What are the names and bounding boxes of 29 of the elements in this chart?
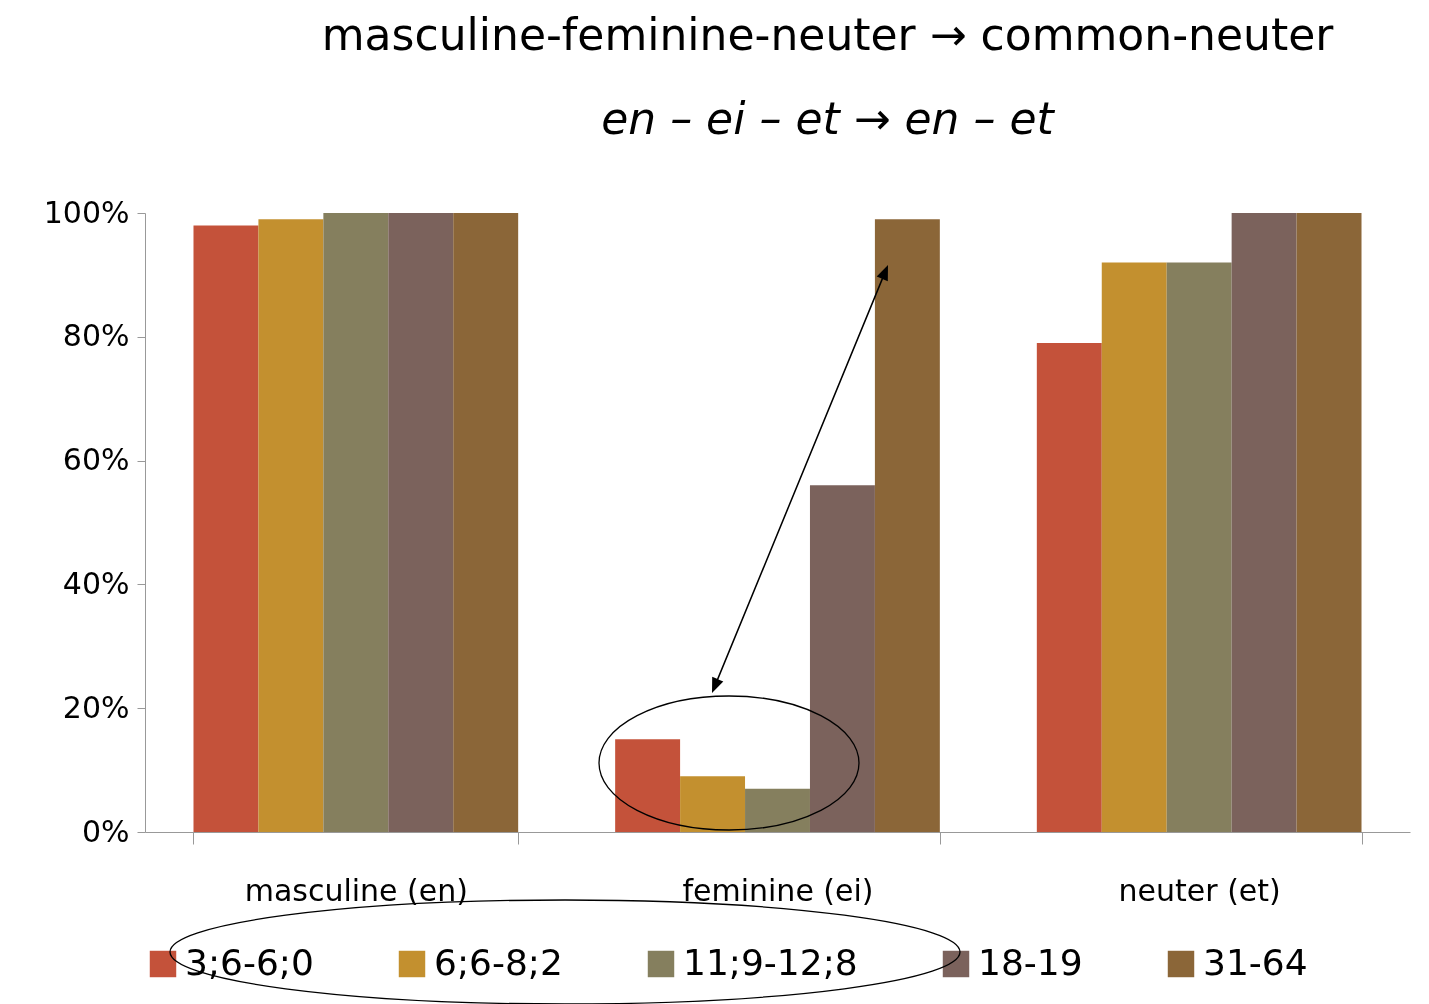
x-tick-label: feminine (ei) <box>682 872 874 908</box>
legend-label: 3;6-6;0 <box>185 942 314 983</box>
y-tick-label: 20% <box>62 689 130 725</box>
y-tick-label: 80% <box>62 318 130 354</box>
x-tick-label: masculine (en) <box>244 872 468 908</box>
bar <box>1101 262 1167 832</box>
x-tick-label: neuter (et) <box>1118 872 1281 908</box>
bar <box>323 213 389 832</box>
bar <box>1296 213 1362 832</box>
bar <box>193 225 259 832</box>
chart-title: masculine-feminine-neuter → common-neuter <box>321 9 1335 60</box>
bar <box>615 739 681 832</box>
bar <box>1036 342 1102 832</box>
chart-subtitle: en – ei – et → en – et <box>601 93 1056 144</box>
bar <box>680 776 746 832</box>
bar <box>745 788 810 832</box>
legend-label: 31-64 <box>1203 942 1308 983</box>
y-tick-label: 40% <box>62 565 130 601</box>
bar <box>388 213 454 832</box>
legend-label: 11;9-12;8 <box>683 942 858 983</box>
y-tick-label: 100% <box>43 194 130 230</box>
legend-label: 18-19 <box>978 942 1083 983</box>
bar <box>1231 213 1297 832</box>
y-tick-label: 0% <box>81 813 130 849</box>
y-tick-label: 60% <box>62 442 130 478</box>
bar <box>1166 262 1232 832</box>
bar <box>258 219 324 832</box>
legend-label: 6;6-8;2 <box>434 942 563 983</box>
bar <box>453 213 519 832</box>
